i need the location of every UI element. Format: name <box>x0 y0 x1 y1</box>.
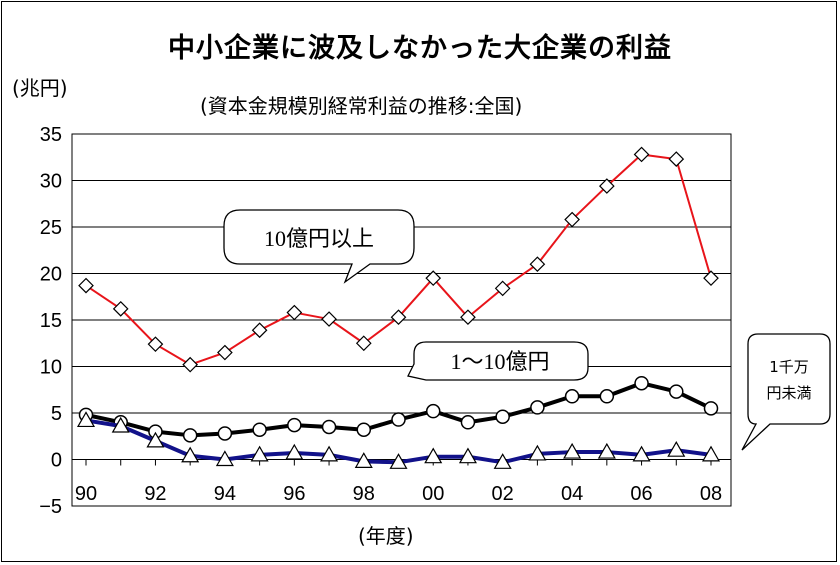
data-point <box>495 409 510 424</box>
x-tick-label: 06 <box>630 483 652 505</box>
plot-area <box>71 133 732 507</box>
data-point <box>287 417 302 433</box>
data-point <box>667 440 686 457</box>
data-point <box>320 445 339 462</box>
chart-subtitle: (資本金規模別経常利益の推移:全国) <box>200 94 523 118</box>
data-point <box>252 422 267 437</box>
x-tick-label: 92 <box>144 483 166 505</box>
data-point <box>632 445 651 462</box>
data-point <box>390 309 407 326</box>
data-point <box>529 256 546 273</box>
x-tick-label: 04 <box>561 483 583 505</box>
data-point <box>112 300 129 317</box>
callout-bubble <box>223 209 415 284</box>
data-point <box>285 443 304 460</box>
x-tick-label: 08 <box>700 483 722 505</box>
data-point <box>250 445 269 462</box>
data-point <box>146 431 165 448</box>
y-tick-label: 0 <box>51 450 62 472</box>
data-point <box>425 403 441 419</box>
x-axis-label: (年度) <box>358 524 414 548</box>
data-point <box>182 428 198 443</box>
data-point <box>251 322 268 339</box>
x-tick-label: 02 <box>492 483 514 505</box>
callout-bubble <box>741 333 831 451</box>
series-diamond <box>78 146 719 373</box>
data-point <box>597 442 616 459</box>
data-point <box>181 446 200 463</box>
data-point <box>633 146 650 163</box>
data-point <box>217 344 233 361</box>
data-point <box>458 447 477 464</box>
y-tick-label: 20 <box>40 264 62 286</box>
data-point <box>564 389 580 404</box>
data-point <box>389 453 408 469</box>
y-tick-label: 10 <box>40 357 62 379</box>
callout-label: 1〜10億円 <box>450 349 549 374</box>
data-point <box>355 335 372 352</box>
data-point <box>668 151 685 167</box>
callout-label: 10億円以上 <box>264 226 374 251</box>
y-tick-label: 15 <box>40 310 62 332</box>
data-point <box>321 311 337 327</box>
x-tick-labels: 90 92 94 96 98 00 02 04 06 08 <box>75 459 722 505</box>
data-point <box>634 375 649 391</box>
data-point <box>182 356 199 373</box>
x-tick-label: 98 <box>353 483 375 505</box>
y-tick-label: 25 <box>40 217 62 239</box>
chart-title: 中小企業に波及しなかった大企業の利益 <box>168 33 672 64</box>
callout-large-firms: 10億円以上 <box>223 209 415 284</box>
data-point <box>78 277 94 294</box>
series-circle <box>78 375 719 443</box>
data-point <box>669 384 684 399</box>
data-point <box>425 270 442 286</box>
data-point <box>599 389 615 404</box>
series-line <box>85 381 712 438</box>
callout-mid-firms: 1〜10億円 <box>407 341 589 381</box>
y-tick-label: −5 <box>39 496 62 518</box>
x-tick-label: 94 <box>214 483 236 505</box>
data-point <box>564 211 580 228</box>
data-point <box>76 411 96 428</box>
data-point <box>215 450 234 467</box>
data-point <box>703 401 719 416</box>
data-point <box>701 445 721 462</box>
data-point <box>356 422 372 437</box>
data-point <box>494 280 511 297</box>
data-point <box>424 447 443 464</box>
data-point <box>286 304 303 321</box>
x-tick-label: 00 <box>422 483 444 505</box>
data-point <box>493 453 512 469</box>
y-tick-label: 30 <box>40 171 62 193</box>
series-group <box>76 146 721 469</box>
series-triangle <box>76 411 721 469</box>
data-point <box>321 419 337 435</box>
data-point <box>598 178 615 194</box>
data-point <box>563 442 582 459</box>
y-tick-labels: 35 30 25 20 15 10 5 0 −5 <box>39 124 62 518</box>
y-tick-label: 5 <box>51 403 62 425</box>
y-axis-unit: (兆円) <box>12 76 68 100</box>
callout-label: 1千万 <box>769 358 809 376</box>
data-point <box>217 426 233 441</box>
x-tick-label: 90 <box>75 483 97 505</box>
data-point <box>111 416 130 433</box>
callout-label: 円未満 <box>766 384 811 402</box>
y-tick-label: 35 <box>40 124 62 146</box>
data-point <box>530 400 545 415</box>
data-point <box>528 444 547 461</box>
data-point <box>703 270 719 286</box>
data-point <box>147 336 164 353</box>
data-point <box>391 412 406 427</box>
data-point <box>354 452 373 468</box>
data-point <box>460 415 476 430</box>
data-point <box>460 309 476 326</box>
callout-bubble <box>407 341 589 381</box>
x-tick-label: 96 <box>283 483 305 505</box>
